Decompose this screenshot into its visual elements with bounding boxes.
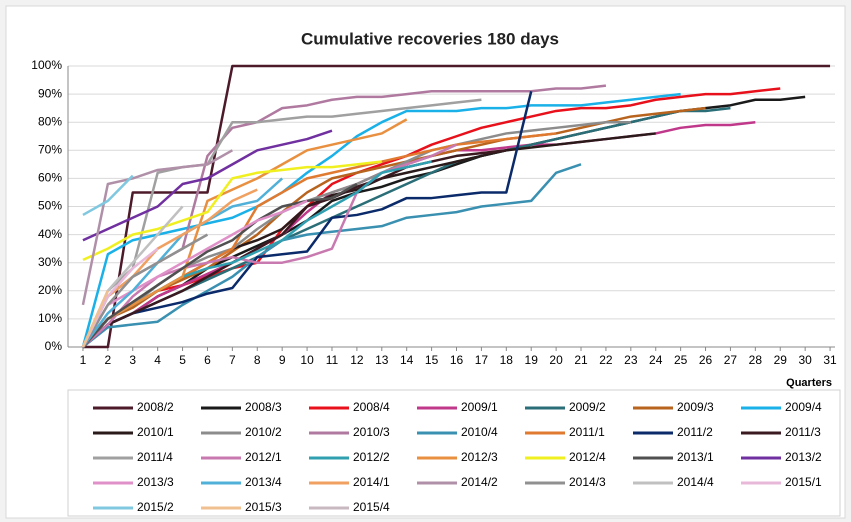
legend-label: 2011/2	[677, 425, 713, 439]
legend-label: 2013/3	[137, 475, 174, 489]
x-tick-label: 8	[254, 353, 261, 367]
y-tick-label: 20%	[38, 283, 62, 297]
legend-label: 2013/1	[677, 450, 714, 464]
x-tick-label: 4	[154, 353, 161, 367]
series-line	[82, 163, 582, 348]
legend-label: 2014/2	[461, 475, 498, 489]
y-tick-label: 80%	[38, 114, 62, 128]
legend-label: 2008/3	[245, 400, 282, 414]
legend-label: 2014/1	[353, 475, 390, 489]
x-tick-label: 31	[823, 353, 837, 367]
x-tick-label: 2	[105, 353, 112, 367]
x-tick-label: 28	[749, 353, 763, 367]
x-tick-label: 10	[300, 353, 314, 367]
legend-label: 2008/2	[137, 400, 174, 414]
series-line	[81, 149, 233, 306]
x-tick-label: 25	[674, 353, 688, 367]
legend-label: 2009/4	[785, 400, 822, 414]
legend-label: 2009/3	[677, 400, 714, 414]
legend-label: 2015/2	[137, 500, 174, 514]
x-axis-label: Quarters	[786, 377, 832, 389]
series-line	[81, 199, 308, 348]
series-line	[82, 174, 134, 217]
x-tick-label: 12	[350, 353, 364, 367]
y-tick-label: 10%	[38, 311, 62, 325]
legend-label: 2009/2	[569, 400, 606, 414]
x-tick-label: 17	[475, 353, 489, 367]
x-tick-label: 1	[80, 353, 87, 367]
x-tick-label: 15	[425, 353, 439, 367]
x-tick-label: 24	[649, 353, 663, 367]
series-line	[81, 92, 681, 348]
x-tick-label: 27	[724, 353, 738, 367]
legend-label: 2010/1	[137, 425, 174, 439]
legend-label: 2010/3	[353, 425, 390, 439]
chart-title: Cumulative recoveries 180 days	[301, 29, 559, 48]
x-tick-label: 20	[549, 353, 563, 367]
x-tick-label: 13	[375, 353, 389, 367]
x-tick-label: 14	[400, 353, 414, 367]
legend-label: 2014/4	[677, 475, 714, 489]
y-tick-label: 70%	[38, 142, 62, 156]
legend-label: 2010/2	[245, 425, 282, 439]
legend-label: 2013/4	[245, 475, 282, 489]
x-tick-label: 3	[129, 353, 136, 367]
y-tick-label: 90%	[38, 86, 62, 100]
legend-label: 2015/3	[245, 500, 282, 514]
legend-label: 2009/1	[461, 400, 498, 414]
series-line	[82, 149, 507, 348]
y-tick-label: 100%	[31, 58, 62, 72]
x-tick-label: 29	[774, 353, 788, 367]
legend-label: 2015/1	[785, 475, 822, 489]
legend-label: 2014/3	[569, 475, 606, 489]
series-line	[82, 182, 358, 348]
legend-label: 2012/1	[245, 450, 282, 464]
y-tick-label: 60%	[38, 171, 62, 185]
x-tick-label: 23	[624, 353, 638, 367]
y-tick-label: 50%	[38, 199, 62, 213]
series-line	[82, 64, 831, 349]
y-tick-label: 30%	[38, 255, 62, 269]
series-line	[81, 290, 109, 348]
legend-label: 2008/4	[353, 400, 390, 414]
x-tick-label: 6	[204, 353, 211, 367]
x-tick-label: 11	[326, 353, 339, 367]
legend-label: 2013/2	[785, 450, 822, 464]
legend-label: 2012/3	[461, 450, 498, 464]
legend-label: 2011/4	[137, 450, 173, 464]
legend-label: 2012/2	[353, 450, 390, 464]
series-line	[82, 160, 382, 262]
x-tick-label: 30	[798, 353, 812, 367]
x-tick-label: 16	[450, 353, 464, 367]
series-line	[81, 233, 209, 348]
series-line	[82, 118, 408, 348]
x-tick-label: 7	[229, 353, 236, 367]
legend-label: 2012/4	[569, 450, 606, 464]
legend-label: 2010/4	[461, 425, 498, 439]
x-tick-label: 22	[599, 353, 613, 367]
legend-label: 2011/3	[785, 425, 821, 439]
x-tick-label: 21	[574, 353, 588, 367]
y-tick-label: 0%	[45, 339, 63, 353]
series-line	[82, 90, 533, 348]
series-line	[82, 87, 781, 348]
x-tick-label: 9	[279, 353, 286, 367]
series-line	[81, 98, 482, 348]
y-tick-label: 40%	[38, 227, 62, 241]
x-tick-label: 18	[500, 353, 514, 367]
series-line	[82, 129, 333, 242]
legend-frame	[67, 389, 841, 517]
legend-label: 2015/4	[353, 500, 390, 514]
x-tick-label: 26	[699, 353, 713, 367]
x-tick-label: 19	[525, 353, 539, 367]
legend-label: 2011/1	[569, 425, 605, 439]
series-line	[82, 143, 458, 348]
x-tick-label: 5	[179, 353, 186, 367]
